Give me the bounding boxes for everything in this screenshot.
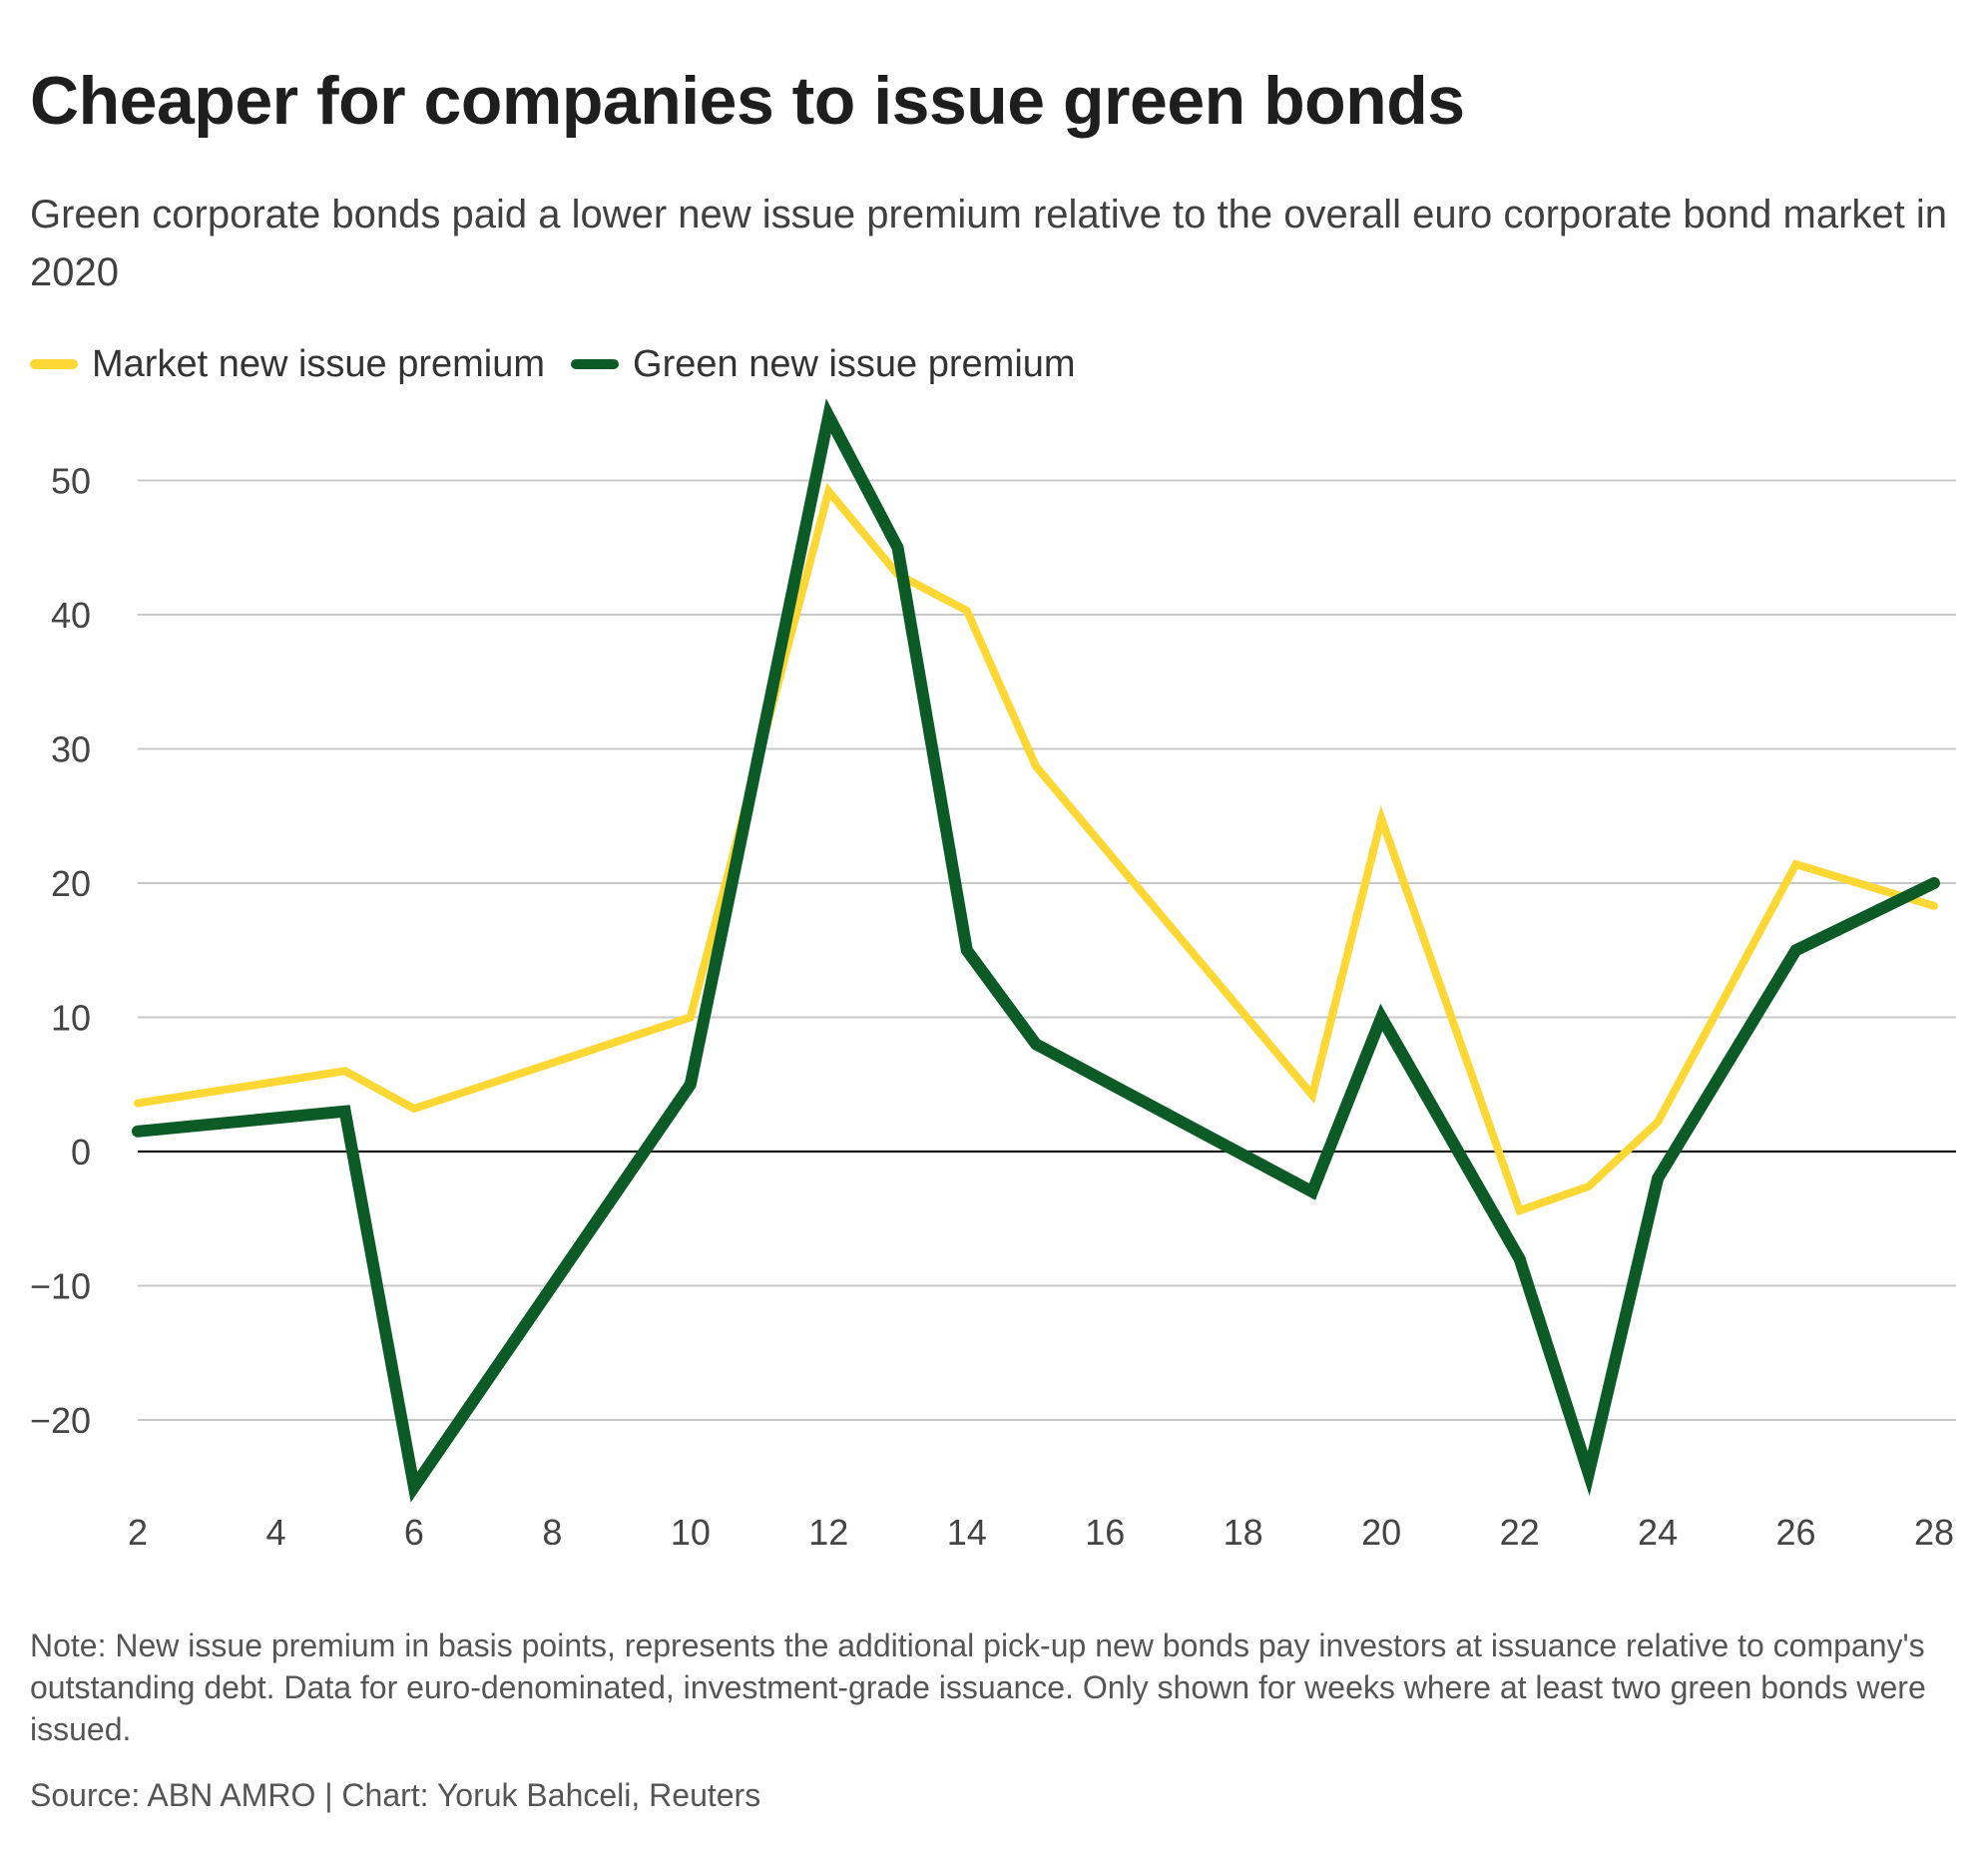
x-tick-label: 6 (404, 1512, 424, 1553)
x-tick-label: 12 (808, 1512, 848, 1553)
legend-label-green: Green new issue premium (633, 342, 1076, 385)
series-line-market (134, 482, 1938, 1216)
y-tick-label: 50 (51, 461, 91, 502)
x-tick-label: 4 (265, 1512, 285, 1553)
legend-swatch-market (30, 359, 78, 369)
chart-subtitle: Green corporate bonds paid a lower new i… (30, 193, 1948, 294)
chart-source: Source: ABN AMRO | Chart: Yoruk Bahceli,… (30, 1777, 761, 1813)
x-tick-label: 18 (1224, 1512, 1263, 1553)
y-tick-label: 30 (51, 729, 91, 770)
series-lines (132, 398, 1940, 1503)
chart-title: Cheaper for companies to issue green bon… (30, 63, 1465, 139)
x-tick-label: 2 (128, 1512, 148, 1553)
x-tick-label: 8 (542, 1512, 562, 1553)
y-tick-label: 40 (51, 595, 91, 636)
x-tick-label: 22 (1500, 1512, 1540, 1553)
x-tick-label: 20 (1361, 1512, 1401, 1553)
legend-item-market: Market new issue premium (30, 343, 545, 386)
y-tick-label: −10 (30, 1266, 91, 1307)
x-tick-label: 10 (671, 1512, 711, 1553)
chart-note: Note: New issue premium in basis points,… (30, 1627, 1926, 1747)
chart-legend: Market new issue premium Green new issue… (30, 341, 1102, 387)
x-tick-label: 16 (1085, 1512, 1125, 1553)
y-tick-label: 10 (51, 998, 91, 1039)
y-tick-label: 0 (71, 1132, 91, 1172)
x-axis-ticks: 2 4 6 8 10 12 14 16 18 20 22 24 26 28 (128, 1512, 1954, 1553)
y-tick-label: 20 (51, 863, 91, 904)
x-tick-label: 28 (1914, 1512, 1954, 1553)
legend-swatch-green (571, 359, 620, 369)
legend-item-green: Green new issue premium (571, 343, 1076, 386)
x-tick-label: 24 (1638, 1512, 1678, 1553)
x-tick-label: 26 (1776, 1512, 1816, 1553)
legend-label-market: Market new issue premium (92, 342, 546, 385)
y-axis-ticks: −20 −10 0 10 20 30 40 50 (30, 461, 91, 1442)
grid-lines (138, 479, 1956, 1421)
y-tick-label: −20 (30, 1400, 91, 1441)
x-tick-label: 14 (947, 1512, 987, 1553)
series-line-green (132, 398, 1940, 1503)
